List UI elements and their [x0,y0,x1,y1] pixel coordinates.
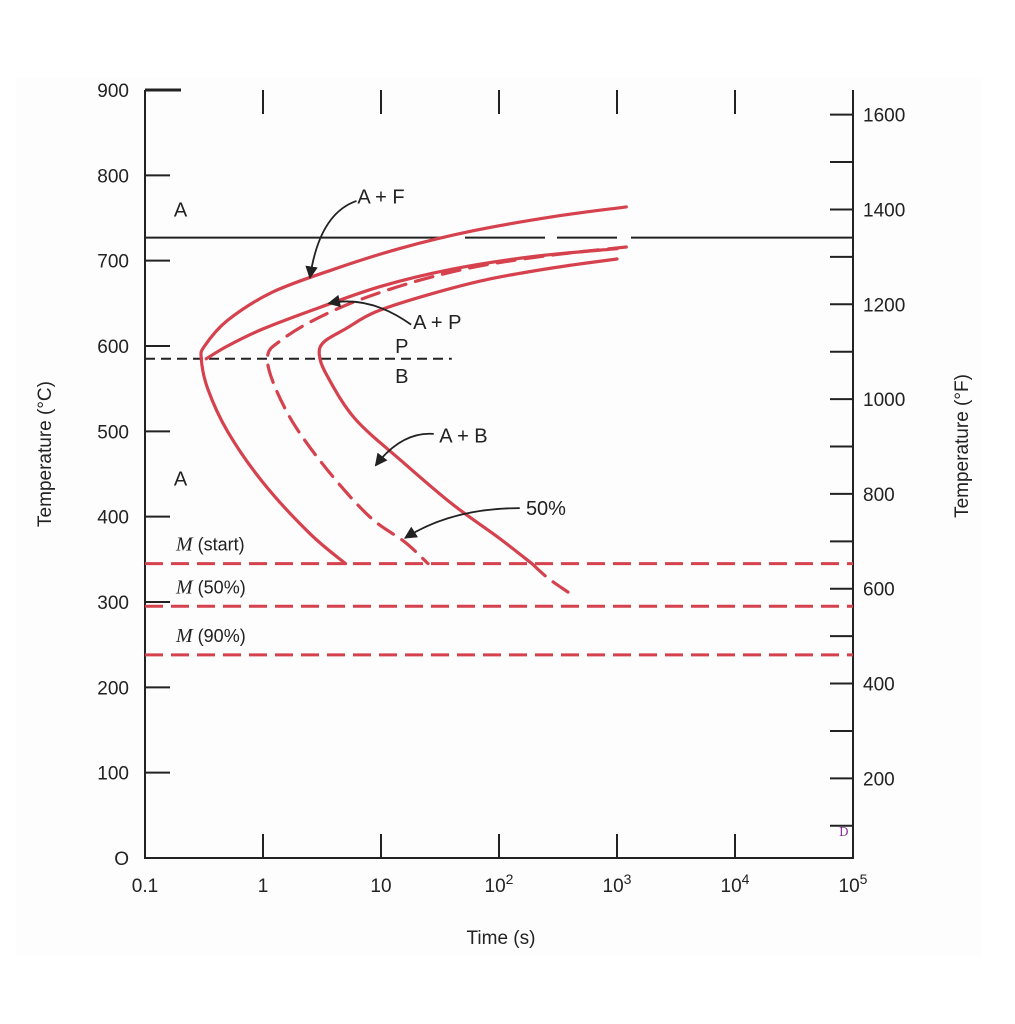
y-left-tick-label: 100 [97,764,129,785]
y-right-tick-label: 600 [863,580,895,601]
y-left-tick-label: 700 [97,252,129,273]
y-left-tick-label: 500 [97,422,129,443]
y-right-axis-title: Temperature (°F) [952,374,973,518]
arrow-a-plus-b [374,432,434,467]
x-tick-label: 10 [370,876,391,897]
annotation-label: A [174,199,188,221]
arrow-50-percent [404,507,520,539]
annotation-label: P [395,336,408,358]
y-right-tick-label: 1600 [863,106,905,127]
x-tick-label: 1 [258,876,269,897]
annotation-label: 50% [526,498,566,520]
y-left-tick-label: 900 [97,81,129,102]
y-left-tick-label: 300 [97,593,129,614]
annotation-label: A + P [413,312,461,334]
y-right-tick-label: 800 [863,485,895,506]
annotation-label: B [395,366,408,388]
y-right-tick-label: 1200 [863,295,905,316]
martensite-label: M (50%) [175,576,246,598]
y-left-axis-title: Temperature (°C) [35,381,56,527]
annotation-label: A + B [439,426,487,448]
ttt-diagram: 0.1 1 10 102 103 104 105 O 100 200 300 400 500 600 700… [35,81,973,949]
plot-frame [144,90,854,859]
arrow-a-plus-f [305,200,357,279]
y-right-tick-label: 400 [863,675,895,696]
y-right-tick-label: 1000 [863,390,905,411]
x-tick-label: 103 [603,871,632,897]
figure-panel: 0.1 1 10 102 103 104 105 O 100 200 300 400 500 600 700… [16,78,982,956]
y-left-tick-label: 400 [97,508,129,529]
martensite-label: M (90%) [175,625,246,647]
x-tick-label: 0.1 [132,876,158,897]
y-left-tick-label: O [114,849,129,870]
curve-transformation-finish-dashed [530,562,572,596]
annotation-label: A [174,468,188,490]
y-left-tick-label: 800 [97,166,129,187]
arrow-a-plus-p [327,294,412,326]
x-axis-title: Time (s) [467,928,536,949]
x-tick-label: 104 [721,871,750,897]
x-tick-label: 105 [839,871,868,897]
y-right-tick-label: 200 [863,769,895,790]
annotation-label: A + F [357,187,404,209]
curve-transformation-start [199,205,628,566]
martensite-label: M (start) [175,534,245,556]
y-left-tick-label: 200 [97,678,129,699]
x-tick-label: 102 [485,871,514,897]
y-left-tick-label: 600 [97,337,129,358]
curve-50-completion-dashed [265,245,628,566]
y-right-tick-label: 1400 [863,200,905,221]
curve-50-completion [204,247,619,361]
corner-mark: D [839,825,849,839]
curve-transformation-finish [317,257,619,566]
